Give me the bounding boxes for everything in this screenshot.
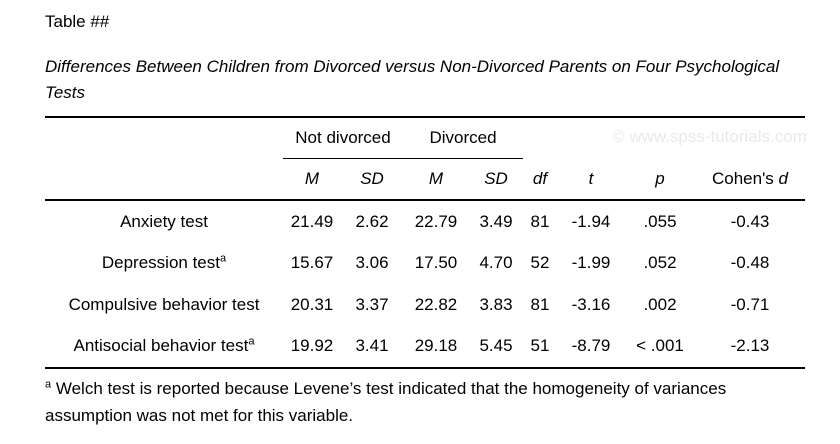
table-row-depression-test: Depression testa 15.67 3.06 17.50 4.70 5… [45, 243, 805, 285]
footnote-text: Welch test is reported because Levene’s … [45, 379, 727, 425]
table-row-compulsive-behavior-test: Compulsive behavior test 20.31 3.37 22.8… [45, 284, 805, 326]
column-header-t: t [557, 158, 625, 201]
footnote-marker: a [248, 335, 255, 348]
cell-p: < .001 [636, 336, 684, 356]
cell-sd-not-divorced: 3.37 [355, 294, 389, 314]
table-number-label: Table ## [45, 12, 110, 31]
cell-df: 52 [530, 253, 550, 273]
cell-m-not-divorced: 19.92 [290, 336, 334, 356]
cell-m-not-divorced: 15.67 [290, 253, 334, 273]
cell-sd-not-divorced: 3.06 [355, 253, 389, 273]
cell-m-divorced: 22.82 [414, 294, 458, 314]
cell-p: .002 [643, 294, 677, 314]
cell-t: -1.99 [571, 253, 611, 273]
column-header-m-not-divorced: M [283, 158, 341, 201]
footnote-marker: a [220, 252, 227, 265]
column-header-sd-divorced: SD [469, 158, 523, 201]
table-row-antisocial-behavior-test: Antisocial behavior testa 19.92 3.41 29.… [45, 326, 805, 369]
group-header-not-divorced: Not divorced [283, 117, 403, 159]
cell-m-divorced: 29.18 [414, 336, 458, 356]
apa-statistics-table: Not divorced Divorced M SD M SD df t p C… [45, 116, 805, 369]
column-header-m-divorced: M [403, 158, 469, 201]
column-header-sd-not-divorced: SD [341, 158, 403, 201]
cell-df: 51 [530, 336, 550, 356]
cell-m-not-divorced: 21.49 [290, 211, 334, 231]
cell-cohens-d: -0.48 [730, 253, 770, 273]
cell-p: .055 [643, 211, 677, 231]
cohens-d-symbol: d [778, 168, 789, 188]
empty-corner-cell [45, 117, 283, 159]
cell-sd-divorced: 3.83 [479, 294, 513, 314]
cell-cohens-d: -0.71 [730, 294, 770, 314]
empty-header-cell [523, 117, 557, 159]
cell-sd-not-divorced: 2.62 [355, 211, 389, 231]
cell-t: -1.94 [571, 211, 611, 231]
cell-df: 81 [530, 294, 550, 314]
row-label: Antisocial behavior testa [73, 335, 255, 356]
cell-t: -3.16 [571, 294, 611, 314]
cell-df: 81 [530, 211, 550, 231]
cell-sd-not-divorced: 3.41 [355, 336, 389, 356]
cell-cohens-d: -0.43 [730, 211, 770, 231]
cell-sd-divorced: 4.70 [479, 253, 513, 273]
cell-p: .052 [643, 253, 677, 273]
cell-m-divorced: 22.79 [414, 211, 458, 231]
empty-corner-cell [45, 158, 283, 201]
group-header-divorced: Divorced [403, 117, 523, 159]
document-page: Table ## Differences Between Children fr… [45, 12, 817, 429]
cell-m-divorced: 17.50 [414, 253, 458, 273]
row-label: Anxiety test [120, 211, 208, 231]
table-caption: Differences Between Children from Divorc… [45, 57, 780, 102]
row-label: Compulsive behavior test [68, 294, 260, 314]
table-footnote: a Welch test is reported because Levene’… [45, 375, 817, 429]
cell-sd-divorced: 5.45 [479, 336, 513, 356]
footnote-marker: a [45, 378, 52, 391]
site-watermark: © www.spss-tutorials.com [612, 127, 807, 146]
table-row-anxiety-test: Anxiety test 21.49 2.62 22.79 3.49 81 -1… [45, 200, 805, 243]
column-header-p: p [625, 158, 695, 201]
cohens-d-prefix: Cohen's [711, 168, 779, 188]
cell-t: -8.79 [571, 336, 611, 356]
cell-sd-divorced: 3.49 [479, 211, 513, 231]
row-label: Depression testa [101, 252, 227, 273]
column-header-df: df [523, 158, 557, 201]
cell-m-not-divorced: 20.31 [290, 294, 334, 314]
group-header-row: Not divorced Divorced [45, 117, 805, 159]
cell-cohens-d: -2.13 [730, 336, 770, 356]
stat-header-row: M SD M SD df t p Cohen's d [45, 158, 805, 201]
column-header-cohens-d: Cohen's d [695, 158, 805, 201]
